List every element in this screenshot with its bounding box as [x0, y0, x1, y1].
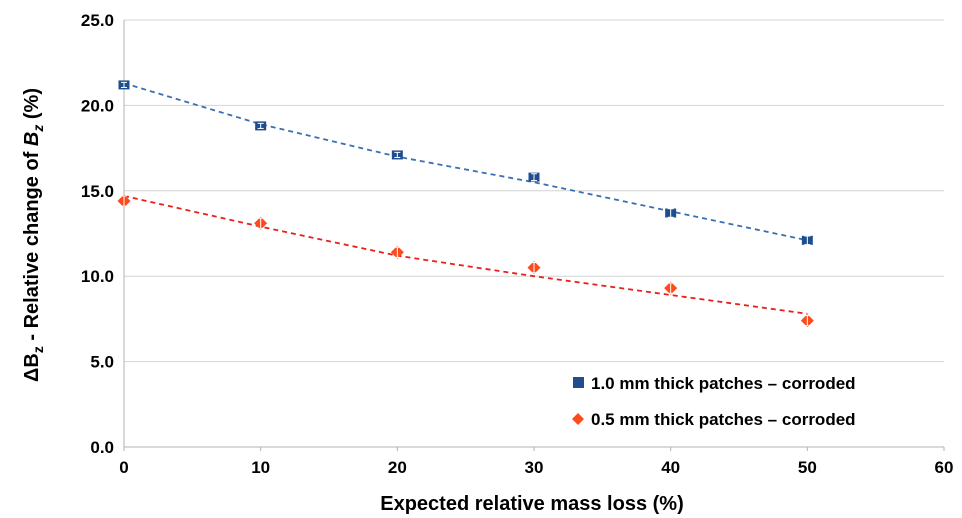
- x-axis-title: Expected relative mass loss (%): [380, 493, 683, 515]
- y-tick-label: 25.0: [81, 11, 114, 30]
- legend-label-series-1: 1.0 mm thick patches – corroded: [591, 374, 856, 393]
- y-axis-title-sub1: z: [30, 346, 46, 353]
- y-axis-title-b: B: [21, 132, 43, 146]
- x-tick-label: 30: [525, 458, 544, 477]
- trendline-series-1: [123, 82, 808, 242]
- x-tick-label: 0: [119, 458, 128, 477]
- legend-label-series-2: 0.5 mm thick patches – corroded: [591, 410, 856, 429]
- y-tick-label: 10.0: [81, 267, 114, 286]
- y-axis-title: ΔBz - Relative change of Bz (%): [21, 88, 46, 382]
- grid-layer: [124, 19, 944, 363]
- y-axis-title-prefix: ΔB: [21, 353, 43, 382]
- y-axis-title-suffix: (%): [21, 88, 43, 125]
- x-tick-label: 10: [251, 458, 270, 477]
- y-tick-label: 20.0: [81, 96, 114, 115]
- legend: 1.0 mm thick patches – corroded 0.5 mm t…: [572, 374, 856, 429]
- axes-layer: [123, 20, 945, 451]
- x-tick-label: 60: [935, 458, 954, 477]
- x-tick-label: 50: [798, 458, 817, 477]
- trend-layer: [123, 82, 808, 315]
- y-axis-title-mid: - Relative change of: [21, 146, 43, 346]
- y-tick-label: 5.0: [90, 353, 114, 372]
- x-tick-label: 40: [661, 458, 680, 477]
- legend-marker-series-2: [572, 413, 584, 425]
- ticks-layer: 0.0 5.0 10.0 15.0 20.0 25.0 0 10 20 30 40 50 60: [81, 11, 954, 477]
- x-tick-label: 20: [388, 458, 407, 477]
- y-tick-label: 15.0: [81, 182, 114, 201]
- legend-marker-series-1: [573, 377, 584, 388]
- marks-layer: [117, 80, 814, 328]
- y-tick-label: 0.0: [90, 438, 114, 457]
- y-axis-title-sub2: z: [30, 125, 46, 133]
- trendline-series-2: [123, 195, 808, 315]
